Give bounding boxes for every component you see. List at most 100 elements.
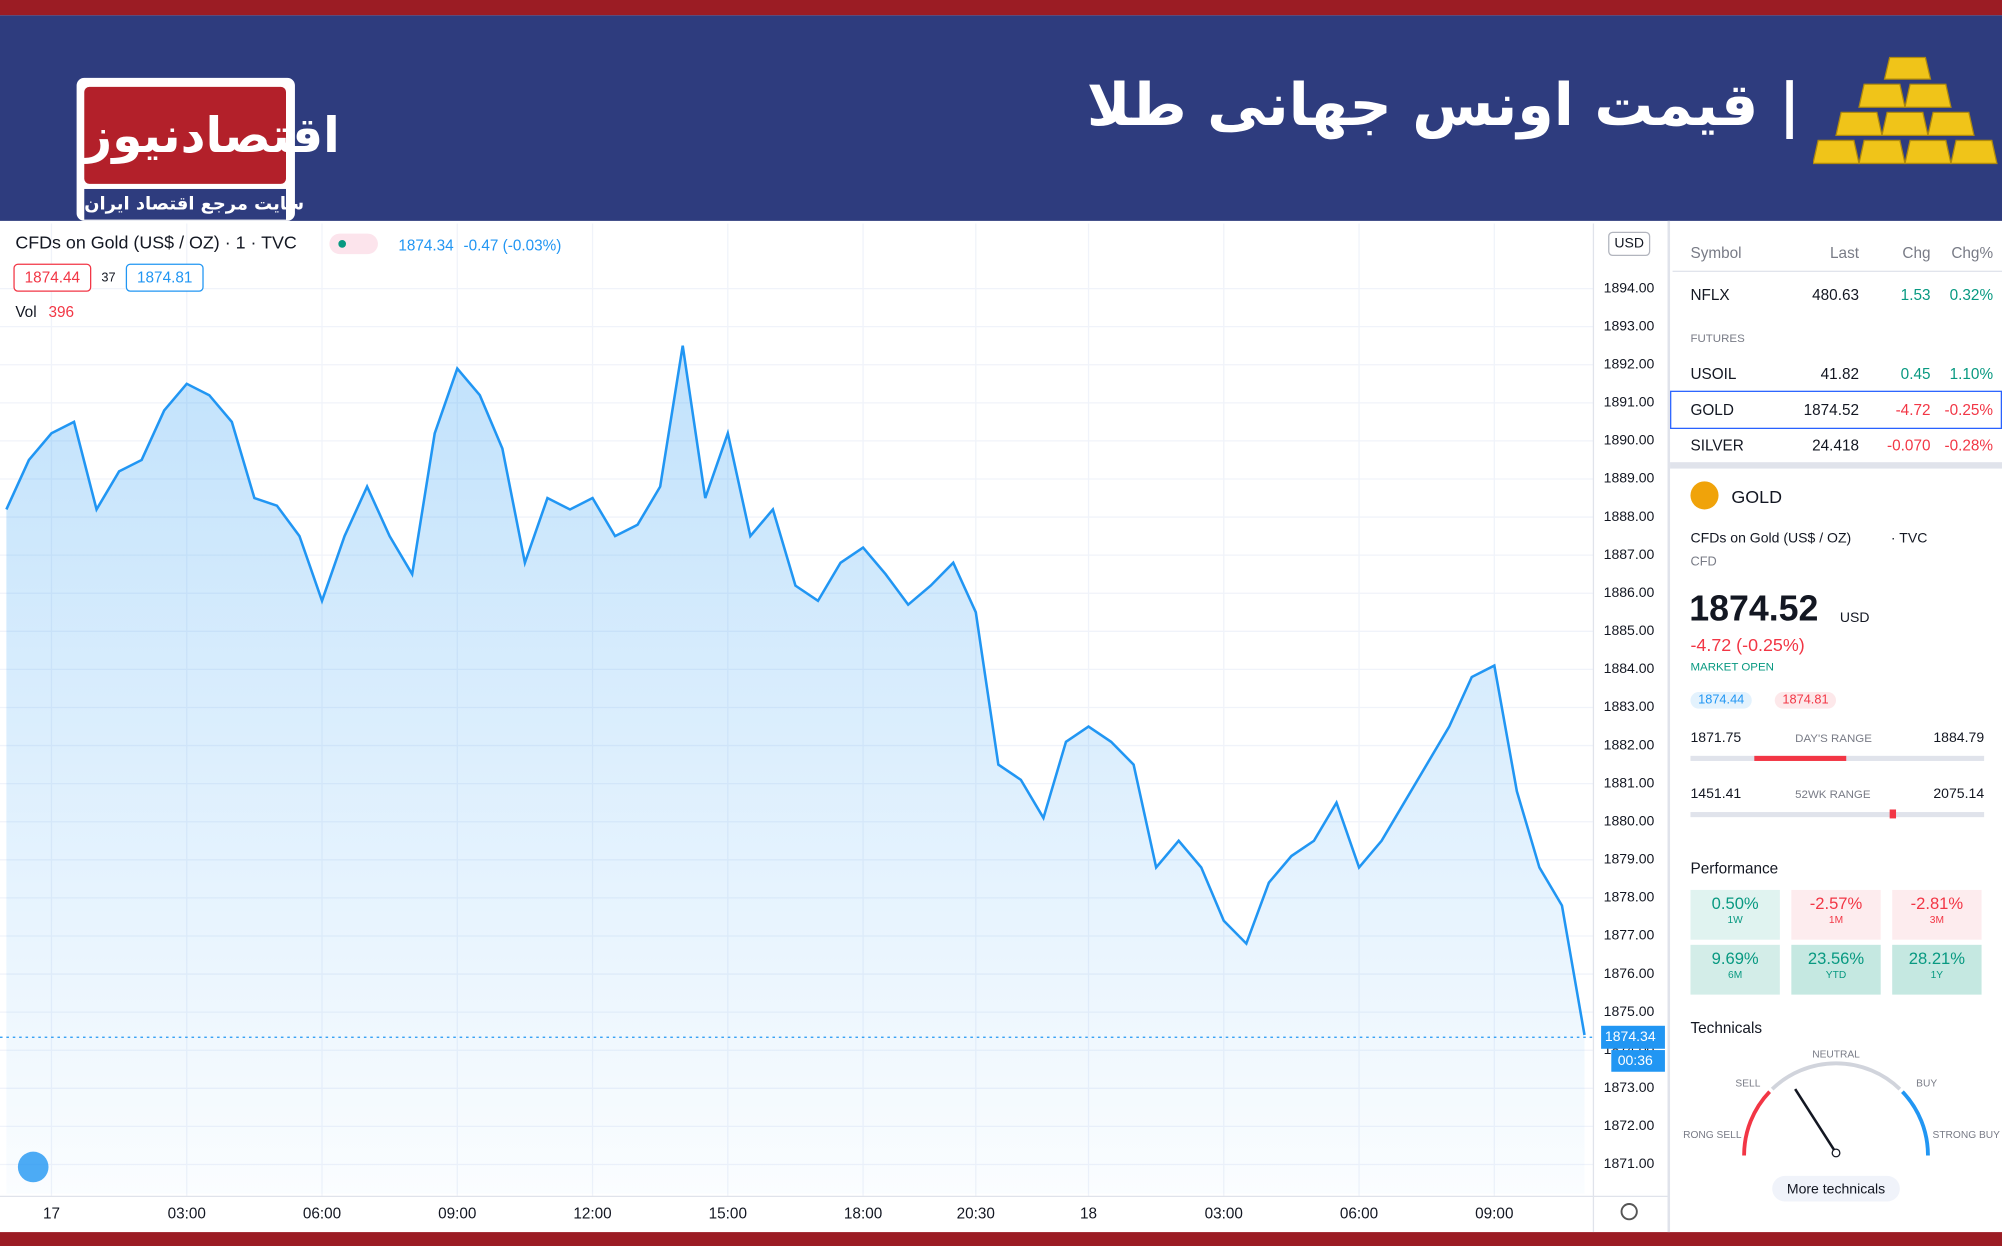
currency-box xyxy=(1608,231,1651,256)
wk-range-label: 52WK RANGE xyxy=(1795,787,1871,801)
detail-change: -4.72 (-0.25%) xyxy=(1690,634,1805,655)
last: 41.82 xyxy=(1820,365,1860,384)
x-tick-label: 09:00 xyxy=(1475,1205,1513,1222)
bid: 1874.44 xyxy=(25,269,81,286)
gauge-sell-arc xyxy=(1742,1090,1772,1156)
detail-ask: 1874.81 xyxy=(1774,692,1837,709)
chg: -0.070 xyxy=(1887,436,1931,455)
last: 24.418 xyxy=(1812,436,1860,455)
bottom-stripe xyxy=(0,1232,2002,1246)
gauge-strong-buy: STRONG BUY xyxy=(1933,1130,2001,1141)
wk-range-marker xyxy=(1889,809,1897,819)
x-tick-label: 15:00 xyxy=(709,1205,747,1222)
wk-low: 1451.41 xyxy=(1690,786,1742,802)
selected-row[interactable] xyxy=(1670,390,2002,430)
y-tick-label: 1872.00 xyxy=(1604,1117,1655,1133)
symbol[interactable]: GOLD xyxy=(1690,400,1734,419)
col-chgp: Chg% xyxy=(1951,243,1994,262)
y-tick-label: 1880.00 xyxy=(1604,812,1655,828)
header-title: | قیمت اونس جهانی طلا xyxy=(1086,70,1801,140)
perf-value: 23.56% xyxy=(1807,948,1865,968)
perf-period: YTD xyxy=(1825,969,1847,981)
ask-box xyxy=(125,263,204,292)
perf-cell: 9.69% 6M xyxy=(1690,944,1780,995)
technicals-gauge: SELL NEUTRAL BUY STRONG SELL STRONG BUY … xyxy=(1683,1049,2001,1202)
cloud-icon[interactable] xyxy=(17,1151,49,1183)
chgp: 1.10% xyxy=(1949,365,1994,384)
group-label: FUTURES xyxy=(1690,331,1745,345)
day-high: 1884.79 xyxy=(1933,730,1985,746)
settings-icon[interactable] xyxy=(1620,1203,1638,1221)
y-tick-label: 1882.00 xyxy=(1604,736,1655,752)
countdown-box xyxy=(1611,1050,1665,1072)
perf-value: -2.81% xyxy=(1910,893,1964,913)
perf-cell: 28.21% 1Y xyxy=(1892,944,1982,995)
x-tick-label: 06:00 xyxy=(303,1205,341,1222)
perf-period: 1M xyxy=(1828,914,1844,926)
section-divider xyxy=(1670,462,2002,469)
x-tick-label: 09:00 xyxy=(438,1205,476,1222)
chgp: -0.25% xyxy=(1944,400,1994,419)
y-tick-label: 1889.00 xyxy=(1604,470,1655,486)
wk-high: 2075.14 xyxy=(1933,786,1985,802)
volume-label: Vol xyxy=(15,304,36,321)
performance-title: Performance xyxy=(1690,859,1779,878)
last-price-box xyxy=(1601,1025,1665,1049)
y-tick-label: 1888.00 xyxy=(1604,508,1655,524)
x-tick-label: 03:00 xyxy=(1205,1205,1243,1222)
x-tick-label: 18 xyxy=(1080,1205,1097,1222)
symbol-icon xyxy=(1690,481,1719,510)
perf-period: 1Y xyxy=(1930,969,1944,981)
day-low: 1871.75 xyxy=(1690,730,1742,746)
gold-bars-icon xyxy=(1813,56,1998,165)
spread: 37 xyxy=(101,270,115,285)
gauge-neutral-arc xyxy=(1770,1061,1902,1091)
more-button[interactable] xyxy=(1772,1175,1900,1202)
detail-currency: USD xyxy=(1839,610,1870,626)
chg: 1.53 xyxy=(1900,286,1931,304)
detail-symbol: GOLD xyxy=(1731,486,1782,507)
gauge-buy: BUY xyxy=(1916,1079,1937,1090)
legend-last: 1874.34 xyxy=(398,237,454,254)
y-tick-label: 1875.00 xyxy=(1604,1003,1655,1019)
chgp: -0.28% xyxy=(1944,436,1994,455)
last: 480.63 xyxy=(1812,286,1860,304)
perf-period: 6M xyxy=(1728,969,1743,981)
detail-bid: 1874.44 xyxy=(1690,692,1752,709)
panel-divider xyxy=(1667,220,1671,1233)
symbol[interactable]: SILVER xyxy=(1690,436,1744,455)
y-tick-label: 1883.00 xyxy=(1604,698,1655,714)
day-range-fill xyxy=(1754,755,1847,761)
y-tick-label: 1894.00 xyxy=(1604,279,1655,295)
perf-value: 28.21% xyxy=(1908,948,1966,968)
perf-cell: 0.50% 1W xyxy=(1690,889,1780,940)
countdown: 00:36 xyxy=(1618,1052,1653,1068)
symbol[interactable]: NFLX xyxy=(1690,286,1730,304)
ask: 1874.81 xyxy=(137,269,192,286)
gauge-strong-sell: STRONG SELL xyxy=(1683,1130,1742,1141)
perf-value: 0.50% xyxy=(1711,893,1759,913)
x-tick-label: 20:30 xyxy=(957,1205,995,1222)
detail-exchange: · TVC xyxy=(1890,531,1928,547)
gauge-sell: SELL xyxy=(1735,1079,1760,1090)
perf-value: -2.57% xyxy=(1809,893,1863,913)
status-dot xyxy=(338,240,347,248)
gauge-neutral: NEUTRAL xyxy=(1812,1049,1860,1060)
currency: USD xyxy=(1614,235,1644,251)
day-range-label: DAY'S RANGE xyxy=(1795,731,1872,745)
y-tick-label: 1876.00 xyxy=(1604,965,1655,981)
chgp: 0.32% xyxy=(1949,286,1994,304)
y-tick-label: 1893.00 xyxy=(1604,317,1655,333)
symbol[interactable]: USOIL xyxy=(1690,365,1737,384)
gauge-buy-arc xyxy=(1901,1090,1930,1156)
y-tick-label: 1871.00 xyxy=(1604,1155,1655,1171)
logo-tagline: سایت مرجع اقتصاد ایران xyxy=(84,188,304,220)
y-tick-label: 1890.00 xyxy=(1604,432,1655,448)
y-tick-label: 1877.00 xyxy=(1604,927,1655,943)
y-tick-label: 1881.00 xyxy=(1604,774,1655,790)
y-tick-label: 1879.00 xyxy=(1604,851,1655,867)
perf-period: 3M xyxy=(1929,914,1944,926)
col-last: Last xyxy=(1830,243,1860,262)
more-technicals[interactable]: More technicals xyxy=(1787,1181,1885,1197)
